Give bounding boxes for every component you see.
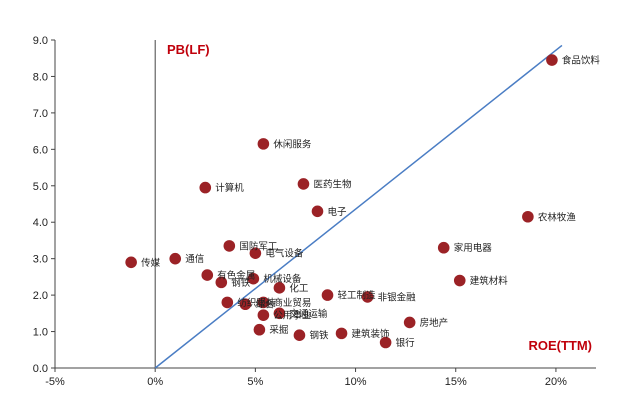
- data-point: [453, 274, 466, 287]
- data-point: [215, 276, 228, 289]
- data-point: [293, 329, 306, 342]
- trend-line-group: [154, 44, 563, 369]
- data-point: [221, 296, 234, 309]
- point-label: 银行: [396, 337, 416, 349]
- point-label: 机械设备: [263, 273, 302, 285]
- data-point: [199, 181, 212, 194]
- x-axis-label: ROE(TTM): [528, 338, 592, 353]
- x-tick-label: 0%: [147, 376, 163, 388]
- y-axis-label: PB(LF): [167, 42, 210, 57]
- data-point: [223, 240, 236, 252]
- x-tick-label: 20%: [545, 376, 567, 388]
- data-point: [257, 309, 270, 321]
- points-group: [125, 54, 558, 349]
- data-point: [273, 282, 286, 294]
- data-point: [125, 256, 137, 269]
- y-tick-label: 9.0: [33, 35, 48, 47]
- point-label: 有色金属: [217, 270, 255, 282]
- point-label: 商业贸易: [273, 297, 311, 309]
- point-label: 纺织服装: [237, 297, 276, 309]
- point-label: 国防军工: [239, 240, 278, 252]
- y-tick-label: 2.0: [33, 290, 48, 302]
- point-label: 通信: [185, 253, 204, 265]
- data-point: [273, 307, 286, 320]
- data-point: [297, 178, 310, 190]
- y-tick-label: 7.0: [33, 108, 48, 120]
- point-label: 农林牧渔: [538, 211, 577, 223]
- data-point: [335, 327, 348, 340]
- point-label: 建筑材料: [470, 275, 509, 287]
- point-label: 家用电器: [454, 242, 493, 254]
- data-point: [257, 138, 270, 150]
- data-point: [201, 269, 214, 281]
- point-label: 房地产: [420, 317, 449, 329]
- point-label: 计算机: [215, 182, 244, 194]
- point-label: 建筑装饰: [352, 328, 390, 340]
- data-point: [321, 289, 334, 301]
- data-point: [403, 316, 416, 329]
- y-tick-label: 1.0: [33, 327, 48, 339]
- data-point: [311, 205, 324, 218]
- point-label: 钢铁: [309, 330, 329, 342]
- point-label: 电子: [327, 206, 347, 218]
- x-tick-label: 10%: [345, 376, 367, 388]
- data-point: [239, 298, 252, 311]
- y-tick-label: 5.0: [33, 181, 48, 193]
- data-point: [546, 54, 558, 66]
- y-tick-label: 4.0: [33, 217, 48, 229]
- data-point: [361, 291, 374, 303]
- point-label: 轻工制造: [338, 290, 377, 302]
- y-tick-label: 6.0: [33, 144, 48, 156]
- data-point: [169, 252, 182, 265]
- y-tick-label: 8.0: [33, 71, 48, 83]
- x-tick-label: -5%: [45, 376, 65, 388]
- point-label: 交通运输: [289, 308, 328, 320]
- data-point: [257, 296, 270, 309]
- point-label: 化工: [289, 282, 309, 294]
- trend-line: [154, 44, 563, 369]
- point-label: 休闲服务: [273, 138, 312, 150]
- x-tick-label: 15%: [445, 376, 467, 388]
- point-label: 食品饮料: [562, 55, 601, 67]
- data-point: [522, 210, 534, 223]
- x-tick-label: 5%: [247, 376, 263, 388]
- data-point: [249, 247, 262, 259]
- point-label: 传媒: [141, 257, 161, 269]
- data-point: [247, 272, 260, 285]
- point-label: 电气设备: [265, 248, 304, 260]
- y-tick-label: 0.0: [33, 363, 48, 375]
- data-point: [437, 241, 450, 254]
- data-point: [253, 323, 266, 336]
- point-label: 综合: [255, 299, 275, 311]
- point-label: 医药生物: [313, 178, 352, 190]
- point-label: 公用事业: [273, 310, 311, 322]
- data-point: [379, 336, 392, 349]
- point-label: 钢铁: [231, 277, 251, 289]
- y-tick-label: 3.0: [33, 254, 48, 266]
- point-label: 非银金融: [378, 291, 417, 303]
- point-label: 采掘: [269, 324, 288, 336]
- axes: 0.0 1.0 2.0 3.0 4.0 5.0 6.0 7.0 8.0 9.0 -5% 0% 5% 10%…: [33, 35, 596, 388]
